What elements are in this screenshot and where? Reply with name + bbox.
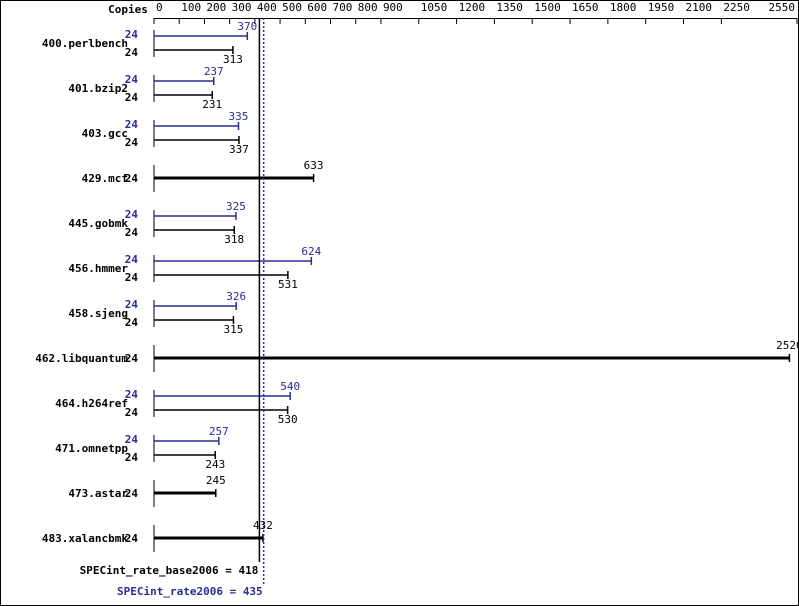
x-header: Copies — [108, 3, 148, 16]
category-label: 401.bzip2 — [68, 82, 128, 95]
x-tick-label: 2550 — [769, 1, 796, 14]
copies-label: 24 — [125, 172, 139, 185]
x-tick-label: 400 — [257, 1, 277, 14]
x-tick-label: 1650 — [572, 1, 599, 14]
value-label: 315 — [223, 323, 243, 336]
value-label: 325 — [226, 200, 246, 213]
category-label: 473.astar — [68, 487, 128, 500]
category-label: 429.mcf — [82, 172, 128, 185]
copies-label: 24 — [125, 226, 139, 239]
value-label: 337 — [229, 143, 249, 156]
copies-label: 24 — [125, 388, 139, 401]
category-label: 445.gobmk — [68, 217, 128, 230]
category-label: 400.perlbench — [42, 37, 128, 50]
x-tick-label: 1050 — [421, 1, 448, 14]
copies-label: 24 — [125, 532, 139, 545]
x-tick-label: 2100 — [686, 1, 713, 14]
reference-label: SPECint_rate2006 = 435 — [117, 585, 263, 598]
x-tick-label: 900 — [383, 1, 403, 14]
category-label: 458.sjeng — [68, 307, 128, 320]
x-tick-label: 300 — [232, 1, 252, 14]
reference-label: SPECint_rate_base2006 = 418 — [80, 564, 259, 577]
value-label: 370 — [237, 20, 257, 33]
value-label: 231 — [202, 98, 222, 111]
copies-label: 24 — [125, 253, 139, 266]
category-label: 471.omnetpp — [55, 442, 128, 455]
x-tick-label: 1950 — [648, 1, 675, 14]
x-tick-label: 600 — [307, 1, 327, 14]
copies-label: 24 — [125, 298, 139, 311]
value-label: 257 — [209, 425, 229, 438]
category-label: 403.gcc — [82, 127, 128, 140]
copies-label: 24 — [125, 316, 139, 329]
copies-label: 24 — [125, 91, 139, 104]
x-tick-label: 1500 — [534, 1, 561, 14]
x-tick-label: 1350 — [496, 1, 522, 14]
copies-label: 24 — [125, 208, 139, 221]
category-label: 464.h264ref — [55, 397, 128, 410]
copies-label: 24 — [125, 352, 139, 365]
x-tick-label: 200 — [206, 1, 226, 14]
category-label: 483.xalancbmk — [42, 532, 128, 545]
x-tick-label: 0 — [156, 1, 163, 14]
copies-label: 24 — [125, 406, 139, 419]
value-label: 318 — [224, 233, 244, 246]
copies-label: 24 — [125, 433, 139, 446]
x-tick-label: 1800 — [610, 1, 637, 14]
copies-label: 24 — [125, 487, 139, 500]
value-label: 313 — [223, 53, 243, 66]
copies-label: 24 — [125, 136, 139, 149]
copies-label: 24 — [125, 451, 139, 464]
value-label: 540 — [280, 380, 300, 393]
copies-label: 24 — [125, 271, 139, 284]
value-label: 245 — [206, 474, 226, 487]
value-label: 2520 — [776, 339, 799, 352]
value-label: 326 — [226, 290, 246, 303]
category-label: 456.hmmer — [68, 262, 128, 275]
value-label: 243 — [205, 458, 225, 471]
value-label: 624 — [301, 245, 321, 258]
copies-label: 24 — [125, 46, 139, 59]
value-label: 530 — [278, 413, 298, 426]
value-label: 633 — [304, 159, 324, 172]
value-label: 531 — [278, 278, 298, 291]
value-label: 237 — [204, 65, 224, 78]
x-tick-label: 100 — [181, 1, 201, 14]
x-tick-label: 700 — [333, 1, 353, 14]
value-label: 432 — [253, 519, 273, 532]
copies-label: 24 — [125, 118, 139, 131]
copies-label: 24 — [125, 28, 139, 41]
x-tick-label: 2250 — [723, 1, 750, 14]
copies-label: 24 — [125, 73, 139, 86]
x-tick-label: 500 — [282, 1, 302, 14]
x-tick-label: 800 — [358, 1, 378, 14]
value-label: 335 — [229, 110, 249, 123]
category-label: 462.libquantum — [35, 352, 128, 365]
x-tick-label: 1200 — [459, 1, 486, 14]
